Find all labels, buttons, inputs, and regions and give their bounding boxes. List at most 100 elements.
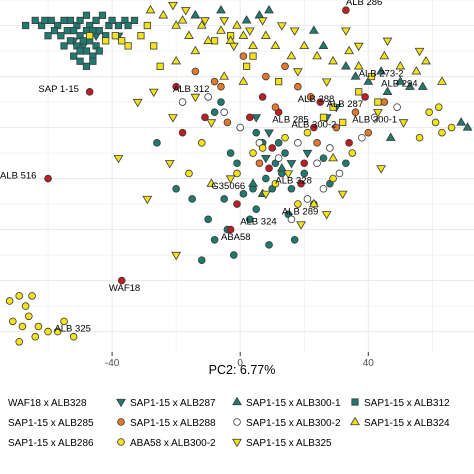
data-point: [294, 82, 302, 91]
data-point: [219, 17, 230, 26]
data-point: [239, 52, 248, 60]
data-point: [339, 118, 347, 127]
data-point: [206, 178, 217, 187]
data-point: [220, 195, 228, 203]
data-point: [374, 98, 382, 106]
data-point: [124, 42, 132, 50]
data-point: [82, 11, 91, 19]
data-point: [31, 332, 40, 341]
legend-item: SAP1-15 x ALB288: [117, 418, 216, 429]
data-point: [260, 190, 271, 200]
data-point: [271, 103, 280, 111]
data-point: [60, 317, 68, 326]
data-point: [382, 86, 393, 95]
data-point: [248, 40, 258, 50]
data-point: [417, 81, 428, 90]
data-point: [15, 292, 24, 300]
legend-key: [351, 398, 359, 406]
point-label: ALB 273-2: [359, 69, 404, 80]
data-point: [70, 27, 78, 35]
data-point: [257, 17, 268, 26]
data-point: [258, 93, 267, 101]
data-point: [60, 16, 68, 25]
data-point: [5, 297, 14, 305]
data-point: [25, 312, 33, 321]
data-point: [132, 98, 143, 108]
data-point: [53, 327, 62, 336]
data-point: [319, 184, 328, 193]
legend-label: SAP1-15 x ALB286: [8, 438, 94, 449]
data-point: [287, 215, 296, 224]
data-point: [118, 37, 126, 45]
point-label: ALB 300-1: [352, 114, 397, 125]
data-point: [184, 30, 194, 39]
data-point: [150, 42, 158, 50]
data-point: [294, 200, 302, 208]
point-label: G35066: [211, 181, 245, 192]
data-point: [210, 235, 219, 244]
data-point: [102, 37, 110, 45]
data-point: [76, 57, 84, 65]
data-point: [281, 133, 289, 142]
data-point: [274, 154, 283, 162]
legend-item: SAP1-15 x ALB325: [232, 438, 332, 449]
data-point: [380, 98, 389, 106]
data-point: [238, 76, 249, 85]
point-label: ALB 324: [240, 216, 276, 227]
data-point: [21, 302, 30, 310]
data-point: [262, 72, 270, 81]
data-point: [255, 159, 264, 168]
data-point: [376, 66, 387, 75]
legend-item: ABA58 x ALB300-2: [117, 438, 216, 449]
data-point: [171, 20, 182, 29]
data-point: [229, 251, 238, 259]
data-point: [276, 22, 287, 31]
data-point: [329, 103, 337, 111]
data-point: [281, 149, 289, 157]
data-point: [50, 27, 59, 35]
data-point: [47, 16, 55, 25]
data-point: [204, 93, 212, 101]
data-point: [95, 47, 103, 55]
data-point: [434, 103, 443, 111]
data-point: [216, 25, 226, 34]
data-point: [34, 322, 43, 331]
series-7: [86, 21, 382, 127]
data-point: [303, 128, 312, 137]
data-point: [251, 114, 262, 123]
data-point: [321, 211, 332, 220]
data-point: [31, 16, 39, 25]
data-point: [9, 317, 17, 326]
data-point: [296, 221, 306, 230]
data-point: [89, 57, 97, 65]
data-point: [92, 16, 100, 25]
data-point: [373, 109, 383, 118]
data-point: [274, 139, 283, 147]
data-point: [217, 82, 225, 91]
data-point: [382, 37, 393, 47]
data-point: [337, 190, 348, 200]
data-point: [260, 30, 271, 39]
data-point: [22, 21, 30, 30]
data-point: [348, 149, 357, 157]
legend-item: WAF18 x ALB328: [8, 398, 87, 409]
data-point: [308, 198, 319, 208]
legend: WAF18 x ALB328 SAP1-15 x ALB287 SAP1-15 x …: [8, 396, 450, 449]
data-point: [95, 27, 103, 35]
data-point: [310, 123, 318, 132]
data-point: [200, 17, 210, 26]
data-point: [190, 93, 201, 103]
point-label: ALB 328: [275, 176, 311, 187]
data-point: [185, 169, 193, 178]
data-point: [28, 292, 36, 300]
x-axis-ticks: -40 0 40: [105, 352, 374, 369]
data-point: [437, 76, 447, 85]
data-point: [177, 15, 188, 24]
data-point: [395, 61, 406, 70]
data-point: [246, 113, 254, 122]
data-point: [69, 332, 78, 341]
data-point: [350, 71, 361, 80]
data-point: [411, 66, 422, 75]
legend-label: SAP1-15 x ALB324: [364, 418, 450, 429]
